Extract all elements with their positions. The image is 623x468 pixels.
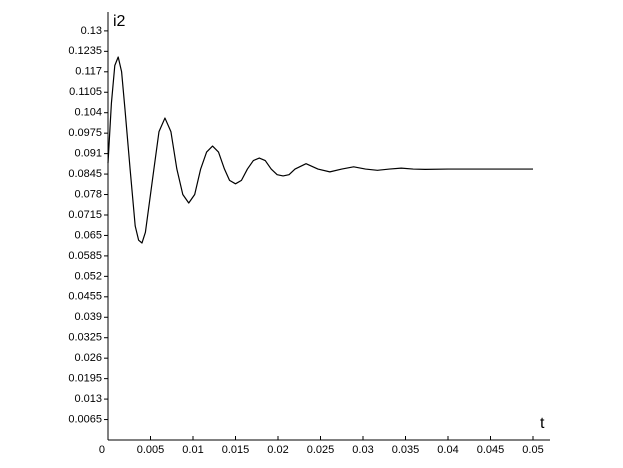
y-tick-label: 0.065 — [74, 229, 102, 241]
y-tick-label: 0.0845 — [68, 168, 102, 180]
x-tick-label: 0.015 — [222, 444, 250, 456]
y-tick-label: 0.0715 — [68, 209, 102, 221]
x-tick-label: 0.04 — [437, 444, 458, 456]
y-tick-label: 0.104 — [74, 107, 102, 119]
y-tick-label: 0.013 — [74, 393, 102, 405]
x-tick-label: 0 — [99, 444, 105, 456]
x-tick-label: 0.02 — [267, 444, 288, 456]
y-tick-label: 0.0195 — [68, 373, 102, 385]
x-axis-label: t — [540, 415, 545, 432]
y-tick-label: 0.117 — [75, 66, 102, 78]
y-tick-label: 0.091 — [74, 148, 102, 160]
y-tick-label: 0.1235 — [68, 45, 102, 57]
y-tick-label: 0.026 — [74, 352, 102, 364]
y-axis-label: i2 — [113, 13, 126, 30]
y-tick-label: 0.039 — [74, 311, 102, 323]
y-tick-label: 0.13 — [81, 25, 102, 37]
x-tick-label: 0.03 — [352, 444, 373, 456]
y-tick-label: 0.078 — [74, 188, 102, 200]
x-tick-label: 0.005 — [137, 444, 165, 456]
y-tick-label: 0.0975 — [68, 127, 102, 139]
y-tick-label: 0.0325 — [68, 332, 102, 344]
y-tick-label: 0.052 — [74, 270, 102, 282]
x-tick-label: 0.035 — [392, 444, 420, 456]
x-tick-label: 0.05 — [522, 444, 543, 456]
y-tick-label: 0.0065 — [68, 413, 102, 425]
x-tick-label: 0.01 — [182, 444, 203, 456]
y-tick-label: 0.1105 — [69, 86, 102, 98]
x-tick-label: 0.045 — [477, 444, 505, 456]
x-tick-label: 0.025 — [307, 444, 335, 456]
y-tick-label: 0.0585 — [68, 250, 102, 262]
y-tick-label: 0.0455 — [68, 291, 102, 303]
data-line — [107, 56, 533, 244]
